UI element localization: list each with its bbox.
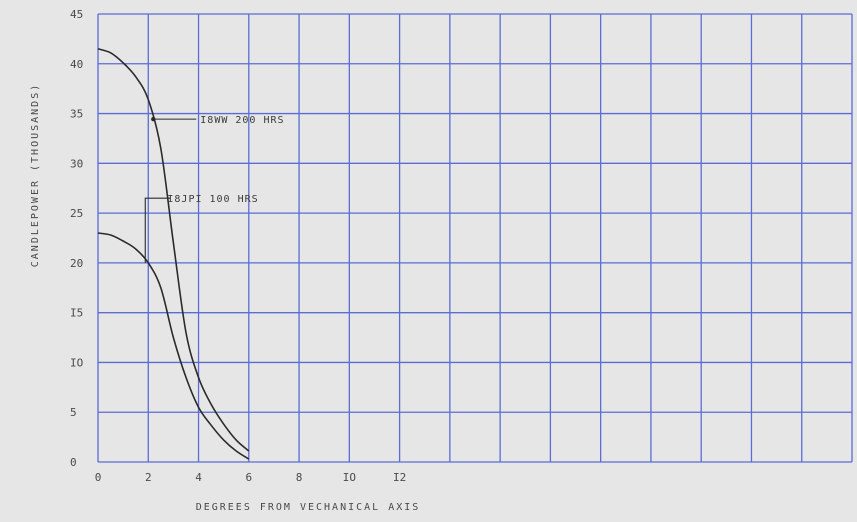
y-tick-label: 0 — [70, 456, 77, 469]
x-tick-label: 2 — [145, 471, 152, 484]
x-tick-label: IO — [343, 471, 356, 484]
y-axis-title: CANDLEPOWER (THOUSANDS) — [30, 83, 41, 267]
series-line-2 — [97, 232, 250, 460]
x-axis-title: DEGREES FROM VECHANICAL AXIS — [196, 502, 421, 513]
y-tick-label: IO — [70, 356, 83, 369]
grid — [97, 13, 853, 463]
x-tick-label: 4 — [195, 471, 202, 484]
y-tick-labels: 0 5 IO I5 20 25 30 35 40 45 — [70, 8, 83, 469]
series-line-1 — [97, 48, 250, 452]
x-tick-label: 0 — [95, 471, 102, 484]
x-tick-labels: 0 2 4 6 8 IO I2 — [95, 471, 407, 484]
annotation-layer: I8WW 200 HRS I8JPI 100 HRS — [144, 115, 284, 263]
y-tick-label: 45 — [70, 8, 83, 21]
y-tick-label: 35 — [70, 108, 83, 121]
series-layer — [97, 48, 250, 460]
x-tick-label: I2 — [393, 471, 406, 484]
x-tick-label: 6 — [245, 471, 252, 484]
y-tick-label: I5 — [70, 307, 83, 320]
y-tick-label: 25 — [70, 207, 83, 220]
y-tick-label: 30 — [70, 157, 83, 170]
x-tick-label: 8 — [296, 471, 303, 484]
y-tick-label: 5 — [70, 406, 77, 419]
series-annotation-label: I8JPI 100 HRS — [167, 194, 258, 205]
y-tick-label: 40 — [70, 58, 83, 71]
y-tick-label: 20 — [70, 257, 83, 270]
annotation-leader — [144, 197, 171, 263]
series-annotation-label: I8WW 200 HRS — [200, 115, 284, 126]
